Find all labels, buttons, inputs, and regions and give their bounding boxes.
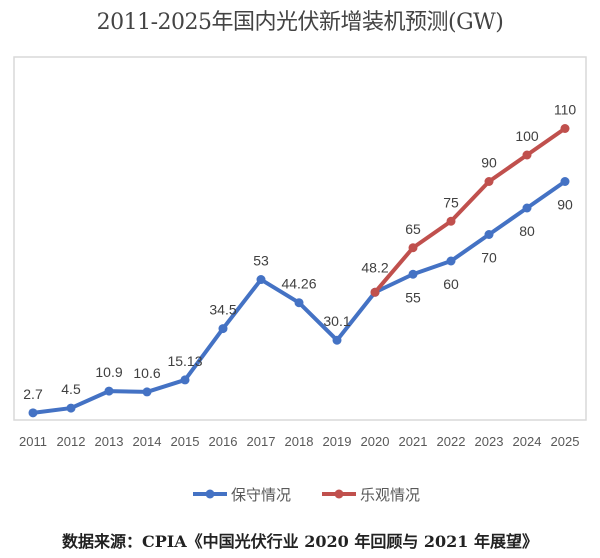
x-tick-label: 2021: [399, 434, 428, 449]
data-label: 2.7: [23, 386, 43, 402]
x-tick-label: 2015: [171, 434, 200, 449]
x-tick-label: 2017: [247, 434, 276, 449]
data-point: [180, 375, 190, 385]
x-tick-label: 2019: [323, 434, 352, 449]
data-point: [370, 287, 380, 297]
data-label: 100: [515, 128, 539, 144]
data-label: 48.2: [361, 259, 388, 275]
data-label: 90: [481, 155, 497, 171]
x-tick-label: 2022: [437, 434, 466, 449]
data-label: 10.6: [133, 365, 160, 381]
data-label: 55: [405, 289, 421, 305]
data-label: 53: [253, 253, 269, 269]
data-point: [66, 403, 76, 413]
series-line-optimistic: [373, 126, 567, 294]
x-tick-label: 2020: [361, 434, 390, 449]
source-note: 数据来源：CPIA《中国光伏行业 2020 年回顾与 2021 年展望》: [61, 532, 538, 551]
data-label: 60: [443, 276, 459, 292]
x-tick-label: 2012: [57, 434, 86, 449]
data-label: 80: [519, 223, 535, 239]
data-point: [408, 269, 418, 279]
data-point: [560, 124, 570, 133]
data-label: 75: [443, 194, 459, 210]
legend-marker-icon: [334, 489, 344, 499]
data-point: [294, 298, 304, 308]
data-label: 10.9: [95, 364, 122, 380]
chart-title: 2011-2025年国内光伏新增装机预测(GW): [96, 10, 504, 35]
x-tick-label: 2024: [513, 434, 542, 449]
data-label: 4.5: [61, 381, 81, 397]
data-point: [522, 203, 532, 213]
data-point: [560, 177, 570, 186]
data-point: [522, 150, 532, 160]
legend-label: 保守情况: [231, 487, 291, 504]
x-tick-label: 2018: [285, 434, 314, 449]
data-point: [104, 386, 114, 396]
data-point: [446, 216, 456, 226]
data-label: 65: [405, 221, 421, 237]
data-label: 90: [557, 197, 573, 213]
data-point: [484, 177, 494, 186]
x-tick-label: 2014: [133, 434, 162, 449]
data-label: 44.26: [281, 276, 316, 292]
data-point: [446, 256, 456, 266]
data-label: 70: [481, 250, 497, 266]
data-point: [256, 275, 266, 285]
x-tick-label: 2023: [475, 434, 504, 449]
x-tick-label: 2016: [209, 434, 238, 449]
data-point: [408, 243, 418, 253]
data-point: [332, 335, 342, 345]
data-point: [28, 408, 38, 418]
x-tick-label: 2025: [551, 434, 580, 449]
data-point: [218, 324, 228, 334]
data-label: 34.5: [209, 302, 236, 318]
data-label: 15.13: [167, 353, 202, 369]
data-label: 110: [554, 102, 577, 118]
legend-label: 乐观情况: [360, 487, 420, 504]
legend-marker-icon: [205, 489, 215, 499]
x-tick-label: 2011: [19, 434, 47, 449]
data-point: [142, 387, 152, 397]
x-tick-label: 2013: [95, 434, 124, 449]
data-point: [484, 230, 494, 239]
data-label: 30.1: [323, 313, 350, 329]
